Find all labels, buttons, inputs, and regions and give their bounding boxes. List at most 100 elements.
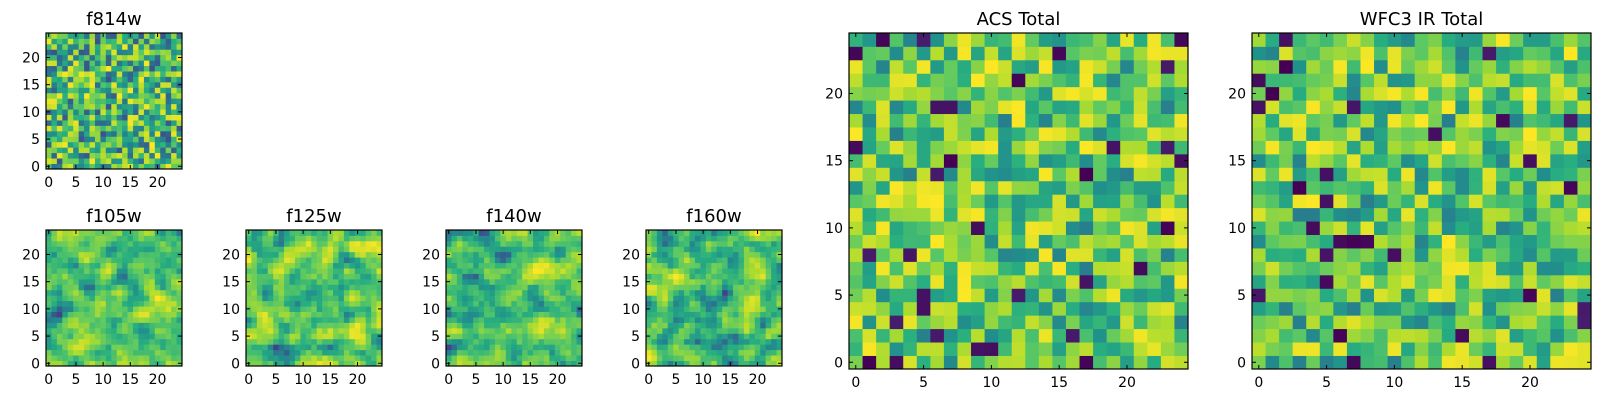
y-tick-label: 5 (631, 329, 640, 345)
heatmap-cell (662, 344, 669, 351)
heatmap-cell (262, 338, 269, 345)
heatmap-cell (311, 240, 318, 247)
heatmap-cell (56, 349, 63, 356)
heatmap-cell (522, 300, 528, 307)
heatmap-cell (489, 311, 496, 318)
heatmap-cell (176, 103, 183, 110)
heatmap-cell (684, 300, 690, 307)
heatmap-cell (349, 300, 356, 307)
heatmap-cell (294, 240, 301, 247)
heatmap-cell (889, 248, 904, 262)
heatmap-cell (1106, 46, 1121, 61)
heatmap-cell (78, 130, 85, 137)
heatmap-cell (1374, 140, 1388, 155)
heatmap-cell (349, 338, 356, 345)
heatmap-cell (343, 360, 350, 367)
heatmap-cell (322, 333, 328, 340)
heatmap-cell (94, 103, 101, 110)
heatmap-cell (916, 207, 931, 222)
heatmap-cell (1319, 288, 1334, 303)
heatmap-cell (743, 344, 750, 351)
heatmap-cell (984, 140, 999, 155)
heatmap-cell (1052, 274, 1067, 289)
heatmap-cell (1265, 221, 1280, 235)
heatmap-cell (776, 257, 783, 264)
heatmap-cell (322, 240, 328, 247)
heatmap-cell (73, 333, 80, 340)
heatmap-cell (1052, 33, 1067, 47)
heatmap-cell (760, 344, 767, 351)
heatmap-cell (127, 109, 134, 115)
heatmap-cell (456, 262, 463, 269)
heatmap-cell (160, 360, 167, 367)
heatmap-cell (73, 147, 80, 154)
heatmap-cell (1079, 86, 1094, 101)
heatmap-cell (176, 130, 183, 137)
heatmap-cell (1346, 127, 1361, 141)
heatmap-cell (360, 349, 367, 356)
heatmap-cell (684, 349, 690, 356)
heatmap-cell (1106, 207, 1121, 222)
heatmap-cell (903, 221, 918, 235)
heatmap-cell (930, 221, 945, 235)
heatmap-cell (1496, 153, 1511, 168)
heatmap-cell (371, 230, 377, 236)
heatmap-cell (705, 333, 712, 340)
heatmap-cell (133, 98, 139, 105)
heatmap-cell (171, 262, 177, 269)
heatmap-cell (89, 273, 96, 280)
heatmap-cell (116, 125, 123, 132)
heatmap-cell (511, 311, 518, 318)
heatmap-cell (154, 130, 161, 137)
heatmap-cell (700, 278, 707, 285)
heatmap-cell (505, 300, 512, 307)
heatmap-cell (1509, 113, 1524, 128)
heatmap-cell (284, 360, 290, 367)
heatmap-cell (354, 311, 361, 318)
heatmap-cell (943, 73, 958, 88)
heatmap-cell (560, 230, 567, 236)
heatmap-cell (533, 295, 539, 302)
heatmap-cell (500, 349, 507, 356)
heatmap-cell (889, 127, 904, 141)
heatmap-cell (1319, 221, 1334, 235)
heatmap-cell (133, 251, 139, 258)
heatmap-cell (89, 344, 96, 351)
heatmap-cell (494, 262, 501, 269)
heatmap-cell (322, 317, 328, 323)
heatmap-cell (73, 87, 80, 94)
heatmap-cell (1147, 86, 1162, 101)
heatmap-cell (111, 60, 118, 67)
heatmap-cell (176, 344, 183, 351)
heatmap-cell (56, 360, 63, 367)
heatmap-cell (862, 342, 877, 356)
heatmap-cell (262, 235, 269, 242)
heatmap-cell (984, 153, 999, 168)
heatmap-cell (1252, 127, 1266, 141)
heatmap-cell (1174, 140, 1189, 155)
heatmap-cell (251, 300, 258, 307)
heatmap-cell (903, 33, 918, 47)
heatmap-cell (46, 49, 52, 56)
heatmap-cell (333, 344, 339, 351)
x-tick-label: 10 (94, 372, 112, 388)
heatmap-cell (111, 327, 118, 334)
heatmap-cell (1441, 140, 1456, 155)
heatmap-cell (349, 311, 356, 318)
heatmap-cell (300, 246, 307, 253)
x-tick-label: 5 (671, 372, 680, 388)
heatmap-cell (1319, 127, 1334, 141)
heatmap-cell (571, 284, 577, 291)
heatmap-cell (505, 349, 512, 356)
heatmap-cell (46, 130, 52, 137)
heatmap-cell (1401, 274, 1416, 289)
heatmap-cell (651, 246, 658, 253)
heatmap-cell (1523, 207, 1538, 222)
heatmap-cell (667, 317, 674, 323)
heatmap-cell (149, 295, 156, 302)
heatmap-cell (1374, 342, 1388, 356)
heatmap-cell (1509, 355, 1524, 370)
heatmap-cell (176, 322, 183, 329)
heatmap-cell (278, 306, 285, 312)
